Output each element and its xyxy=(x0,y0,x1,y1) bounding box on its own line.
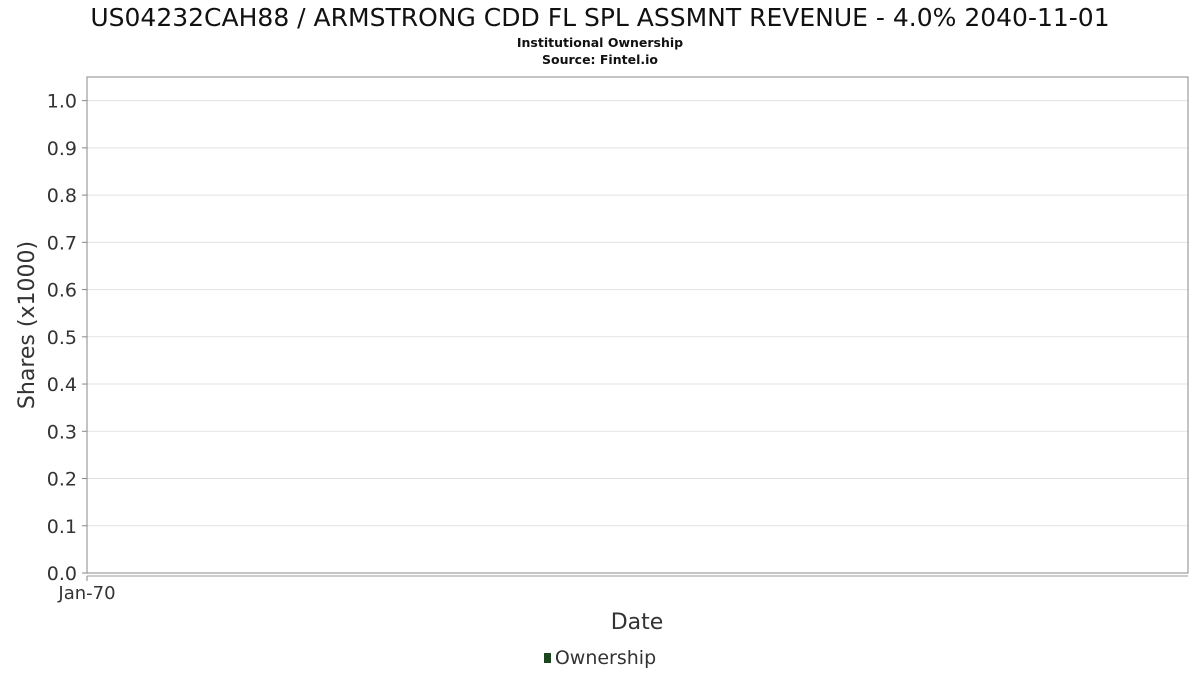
x-axis-label: Date xyxy=(611,610,664,635)
y-tick-label: 0.0 xyxy=(47,563,77,585)
y-axis-ticks: 0.0 0.1 0.2 0.3 0.4 0.5 0.6 0.7 0.8 0.9 1.0 xyxy=(47,91,87,585)
y-tick-label: 0.9 xyxy=(47,138,77,160)
chart-title: US04232CAH88 / ARMSTRONG CDD FL SPL ASSM… xyxy=(90,3,1110,32)
y-tick-label: 0.2 xyxy=(47,469,77,491)
y-tick-label: 0.4 xyxy=(47,374,77,396)
chart-source: Source: Fintel.io xyxy=(542,52,658,67)
y-axis-label: Shares (x1000) xyxy=(15,241,40,409)
plot-frame xyxy=(86,76,1189,574)
x-axis-ticks: Jan-70 xyxy=(57,576,116,604)
y-tick-label: 1.0 xyxy=(47,91,77,113)
y-tick-label: 0.8 xyxy=(47,185,77,207)
y-tick-label: 0.6 xyxy=(47,280,77,302)
y-tick-label: 0.1 xyxy=(47,516,77,538)
chart-subtitle: Institutional Ownership xyxy=(516,35,684,50)
gridlines xyxy=(87,100,1188,527)
legend: Ownership xyxy=(0,647,1200,669)
y-tick-label: 0.3 xyxy=(47,421,77,443)
y-tick-label: 0.5 xyxy=(47,327,77,349)
y-tick-label: 0.7 xyxy=(47,232,77,254)
legend-swatch-ownership xyxy=(543,653,551,663)
x-tick-label: Jan-70 xyxy=(57,583,115,604)
legend-label-ownership: Ownership xyxy=(554,647,657,669)
